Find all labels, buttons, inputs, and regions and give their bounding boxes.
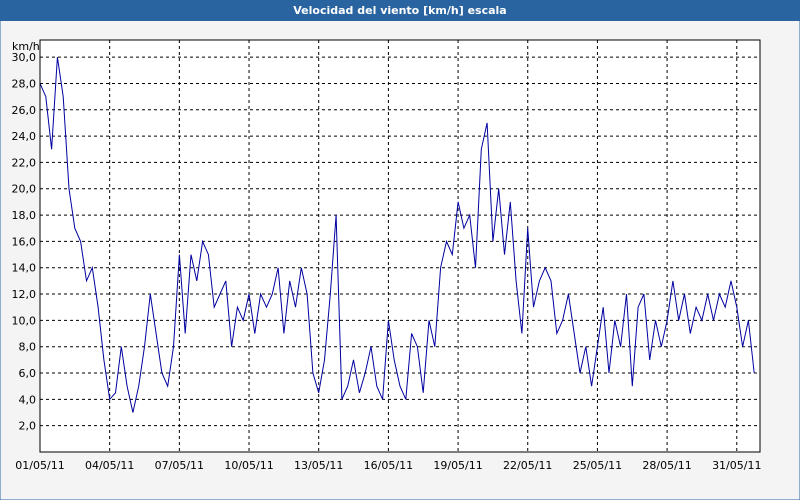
x-tick-label: 22/05/11 [503,459,552,472]
title-bar [0,0,800,21]
x-tick-label: 10/05/11 [224,459,273,472]
x-tick-label: 31/05/11 [712,459,761,472]
y-tick-label: 18,0 [12,209,37,222]
x-tick-label: 01/05/11 [15,459,64,472]
y-tick-label: 2,0 [19,420,37,433]
x-tick-label: 19/05/11 [433,459,482,472]
y-tick-label: 6,0 [19,367,37,380]
y-tick-label: 10,0 [12,314,37,327]
y-tick-label: 30,0 [12,51,37,64]
x-tick-label: 25/05/11 [573,459,622,472]
y-tick-label: 8,0 [19,341,37,354]
x-tick-label: 16/05/11 [364,459,413,472]
y-tick-label: 14,0 [12,262,37,275]
y-tick-label: 28,0 [12,77,37,90]
line [39,57,755,413]
x-tick-label: 28/05/11 [642,459,691,472]
plot-border [39,39,761,453]
y-tick-label: 4,0 [19,393,37,406]
x-tick-label: 13/05/11 [294,459,343,472]
x-tick-label: 07/05/11 [155,459,204,472]
y-tick-label: 24,0 [12,130,37,143]
y-axis-label: km/h [12,40,40,53]
x-tick-label: 04/05/11 [85,459,134,472]
y-tick-label: 26,0 [12,104,37,117]
y-tick-label: 12,0 [12,288,37,301]
plot-area [39,39,761,453]
y-tick-label: 20,0 [12,183,37,196]
chart-title: Velocidad del viento [km/h] escala [293,4,506,17]
y-tick-label: 16,0 [12,235,37,248]
y-tick-label: 22,0 [12,156,37,169]
